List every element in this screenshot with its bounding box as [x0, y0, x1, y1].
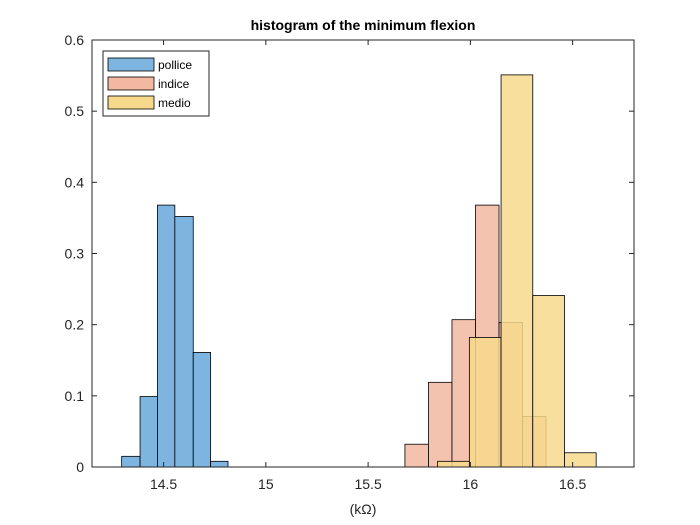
bar-medio-1	[468, 337, 502, 468]
legend-swatch-medio	[107, 95, 155, 110]
legend-swatch-pollice	[107, 57, 155, 72]
bar-pollice-4	[192, 352, 212, 468]
y-tick-label-5: 0.5	[65, 103, 85, 119]
ticks-layer: 14.5 15 15.5 16 16.5 0 0.1 0.2 0.3 0.4 0.5 0.6	[65, 32, 634, 492]
y-tick-label-1: 0.1	[65, 388, 85, 404]
chart-title: histogram of the minimum flexion	[251, 17, 476, 33]
bar-pollice-5	[210, 460, 229, 468]
x-tick-label-1: 15	[258, 476, 274, 492]
y-tick-label-4: 0.4	[65, 174, 85, 190]
bar-medio-4	[564, 452, 597, 468]
bar-medio-0	[437, 460, 470, 468]
x-tick-label-0: 14.5	[150, 476, 177, 492]
bar-medio-3	[532, 295, 565, 468]
bars-layer	[121, 74, 597, 468]
legend-label-pollice: pollice	[158, 58, 192, 72]
x-tick-label-3: 16	[463, 476, 479, 492]
bar-pollice-1	[139, 396, 158, 468]
y-tick-label-0: 0	[76, 459, 84, 475]
y-tick-label-2: 0.2	[65, 317, 85, 333]
y-tick-label-6: 0.6	[65, 32, 85, 48]
bar-medio-2	[500, 74, 534, 468]
y-tick-label-3: 0.3	[65, 246, 85, 262]
legend: pollice indice medio	[102, 50, 210, 117]
x-axis-label: (kΩ)	[350, 501, 377, 517]
legend-label-medio: medio	[158, 96, 191, 110]
bar-indice-0	[404, 443, 429, 468]
bar-pollice-2	[157, 204, 176, 468]
legend-label-indice: indice	[158, 77, 190, 91]
x-tick-label-4: 16.5	[559, 476, 586, 492]
legend-swatch-indice	[107, 76, 155, 91]
bar-pollice-0	[121, 455, 141, 468]
bar-indice-1	[428, 381, 453, 468]
x-tick-label-2: 15.5	[354, 476, 381, 492]
bar-pollice-3	[174, 216, 194, 468]
